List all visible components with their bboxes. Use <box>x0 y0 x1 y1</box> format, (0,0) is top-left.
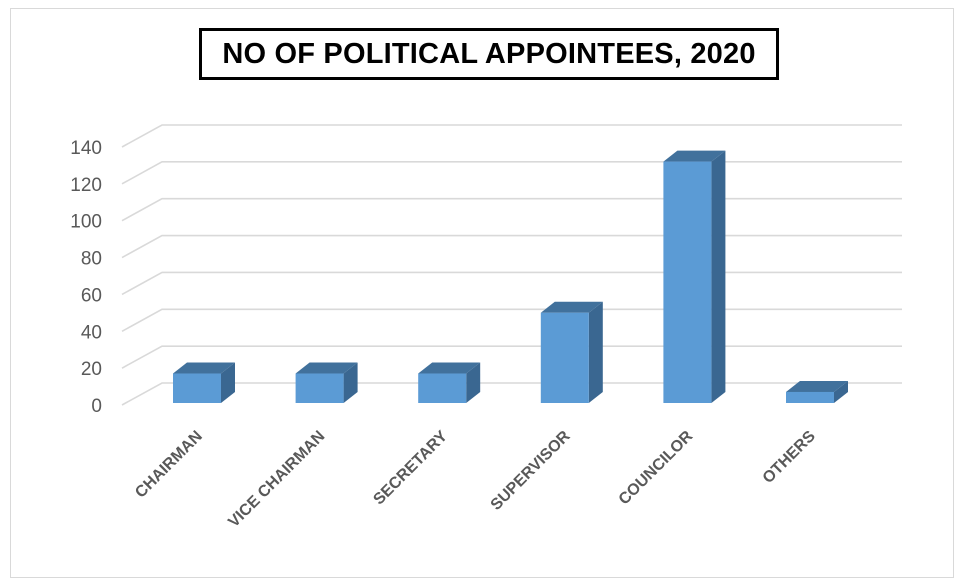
gridline <box>121 234 902 259</box>
bar-front <box>540 312 589 403</box>
y-tick-label: 140 <box>70 138 102 159</box>
chart-frame <box>10 8 954 578</box>
gridline <box>121 271 902 296</box>
bar-top <box>173 362 235 374</box>
y-tick-label: 60 <box>81 285 102 306</box>
gridline <box>121 382 902 406</box>
y-axis-ticks: 0 20 40 60 80 100 120 140 <box>70 138 102 417</box>
x-category-label: OTHERS <box>760 428 819 487</box>
bar-front <box>418 373 467 403</box>
y-tick-label: 120 <box>70 175 102 196</box>
bar-side <box>343 362 358 403</box>
bar <box>540 301 603 403</box>
bar-side <box>711 150 726 403</box>
bar-top <box>295 362 358 374</box>
y-tick-label: 40 <box>81 322 102 343</box>
bar-top <box>540 301 603 313</box>
gridline <box>121 345 902 369</box>
x-category-label: VICE CHAIRMAN <box>225 428 328 531</box>
gridline <box>121 161 902 185</box>
x-category-label: SUPERVISOR <box>488 427 574 513</box>
bar-side <box>466 362 481 403</box>
bar-top <box>663 150 726 162</box>
bar-front <box>295 373 344 403</box>
bar <box>663 150 726 403</box>
gridline <box>121 124 902 148</box>
gridlines <box>121 124 902 406</box>
bars <box>173 150 848 403</box>
bar-side <box>588 301 603 403</box>
chart-title: NO OF POLITICAL APPOINTEES, 2020 <box>199 28 779 80</box>
bar-top <box>786 380 848 392</box>
bar <box>173 362 235 403</box>
bar <box>295 362 358 403</box>
bar-front <box>663 161 712 403</box>
bar-side <box>221 362 235 403</box>
x-category-label: CHAIRMAN <box>132 428 206 502</box>
bar-top <box>418 362 481 374</box>
y-tick-label: 80 <box>81 249 102 270</box>
gridline <box>121 308 902 332</box>
bar-side <box>834 380 848 403</box>
x-category-label: SECRETARY <box>370 428 451 509</box>
bar-front <box>173 373 221 403</box>
y-tick-label: 20 <box>81 359 102 380</box>
gridline <box>121 197 902 222</box>
x-category-label: COUNCILOR <box>616 427 697 508</box>
bar <box>418 362 481 403</box>
bar <box>786 380 848 403</box>
x-axis-labels: CHAIRMAN VICE CHAIRMAN SECRETARY SUPERVISOR… <box>132 427 819 530</box>
y-tick-label: 100 <box>70 212 102 233</box>
y-tick-label: 0 <box>91 396 102 417</box>
bar-front <box>786 391 834 403</box>
